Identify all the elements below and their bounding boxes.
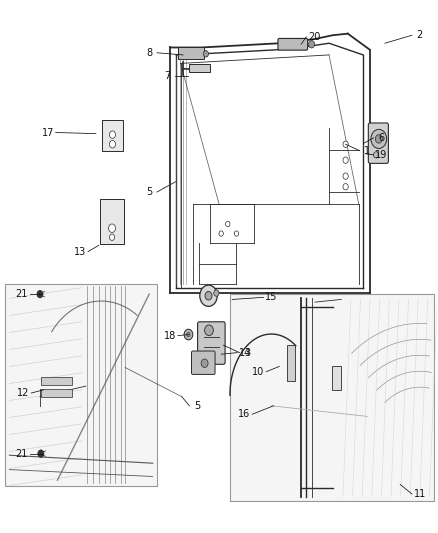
Circle shape: [375, 135, 382, 143]
Text: 5: 5: [146, 187, 152, 197]
Text: 15: 15: [265, 292, 278, 302]
Circle shape: [109, 224, 116, 232]
FancyBboxPatch shape: [278, 38, 307, 50]
Bar: [189, 64, 210, 72]
Circle shape: [201, 359, 208, 368]
Text: 21: 21: [15, 449, 28, 458]
FancyBboxPatch shape: [191, 351, 215, 374]
Text: 5: 5: [194, 401, 200, 411]
Circle shape: [226, 221, 230, 227]
Bar: [41, 389, 72, 397]
FancyBboxPatch shape: [178, 47, 204, 59]
Circle shape: [37, 290, 43, 298]
Circle shape: [200, 285, 217, 306]
Circle shape: [110, 141, 116, 148]
Circle shape: [308, 41, 314, 48]
Circle shape: [374, 152, 379, 158]
Circle shape: [343, 173, 348, 179]
Circle shape: [38, 450, 44, 457]
Circle shape: [205, 325, 213, 336]
Text: 12: 12: [17, 388, 30, 398]
Text: 7: 7: [164, 71, 171, 81]
Circle shape: [110, 234, 115, 240]
Text: 21: 21: [15, 289, 28, 299]
Text: 11: 11: [414, 489, 426, 499]
Text: 1: 1: [364, 146, 371, 156]
Text: 19: 19: [375, 150, 388, 160]
Circle shape: [234, 231, 239, 236]
Bar: [100, 199, 124, 244]
Text: 2: 2: [417, 30, 423, 41]
Circle shape: [219, 231, 223, 236]
Bar: [332, 366, 341, 390]
Text: 16: 16: [238, 409, 251, 419]
Text: 20: 20: [308, 32, 320, 42]
Text: 13: 13: [74, 247, 86, 256]
Bar: [230, 294, 434, 502]
Text: 6: 6: [378, 133, 385, 143]
FancyBboxPatch shape: [198, 322, 225, 365]
Circle shape: [205, 292, 212, 300]
Circle shape: [343, 157, 348, 164]
Text: 8: 8: [146, 48, 152, 58]
Circle shape: [187, 333, 190, 337]
Circle shape: [371, 130, 387, 149]
Circle shape: [110, 131, 116, 139]
Text: 14: 14: [239, 348, 251, 358]
Text: 17: 17: [42, 127, 54, 138]
Bar: [102, 120, 123, 151]
Bar: [5, 284, 157, 486]
Circle shape: [343, 141, 348, 148]
Text: 3: 3: [244, 348, 251, 358]
Circle shape: [184, 329, 193, 340]
Circle shape: [203, 51, 208, 57]
Text: 18: 18: [164, 330, 176, 341]
FancyBboxPatch shape: [368, 123, 389, 164]
Bar: [41, 376, 72, 384]
Circle shape: [214, 290, 219, 296]
Circle shape: [343, 183, 348, 190]
Text: 10: 10: [252, 367, 265, 377]
Bar: [287, 345, 294, 381]
